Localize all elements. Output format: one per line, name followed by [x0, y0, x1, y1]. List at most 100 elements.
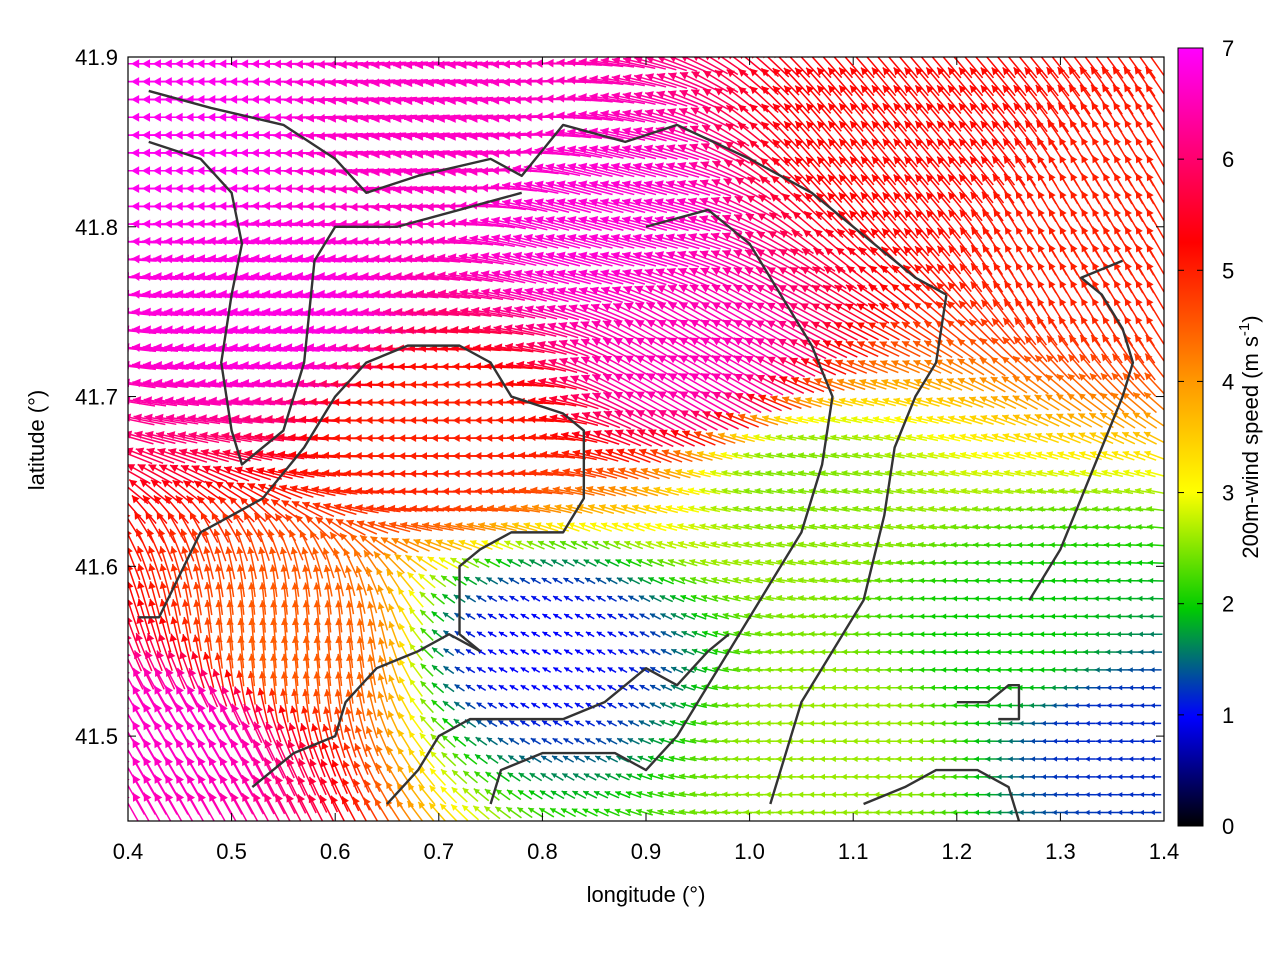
wind-vector-head — [305, 149, 315, 159]
wind-vector-head — [213, 465, 222, 474]
wind-vector-head — [254, 432, 263, 441]
wind-vector-head — [280, 636, 289, 644]
wind-vector-head — [208, 378, 217, 388]
wind-vector-head — [726, 69, 736, 78]
wind-vector-head — [420, 452, 428, 460]
wind-vector-head — [109, 202, 117, 211]
wind-vector-head — [110, 308, 118, 317]
wind-vector-head — [165, 739, 173, 749]
wind-vector-head — [556, 111, 565, 121]
wind-vector-head — [305, 184, 314, 194]
wind-vector-head — [338, 114, 347, 123]
wind-vector-head — [276, 433, 285, 442]
wind-vector-head — [398, 452, 406, 460]
wind-vector-head — [197, 703, 206, 713]
wind-vector-head — [409, 714, 416, 721]
wind-vector-head — [283, 201, 293, 211]
wind-vector-head — [732, 684, 739, 691]
wind-vector-head — [291, 636, 300, 644]
wind-vector-head — [517, 433, 526, 442]
wind-vector-head — [272, 218, 282, 228]
wind-vector-head — [253, 739, 262, 749]
wind-vector-head — [228, 148, 238, 158]
wind-vector-head — [272, 201, 282, 211]
wind-vector-head — [480, 60, 489, 69]
wind-vector-head — [218, 201, 227, 211]
wind-vector-head — [305, 201, 314, 211]
wind-vector-head — [743, 809, 750, 816]
wind-vector-head — [114, 447, 122, 455]
wind-vector-head — [261, 254, 271, 263]
wind-vector-head — [523, 77, 532, 87]
wind-vector-head — [157, 447, 166, 456]
wind-vector-head — [131, 237, 140, 246]
wind-vector-head — [197, 378, 206, 388]
wind-vector-head — [512, 95, 521, 105]
wind-vector-head — [283, 131, 292, 140]
wind-vector-head — [700, 809, 707, 816]
wind-vector-head — [327, 78, 336, 87]
wind-vector-head — [196, 77, 205, 87]
wind-vector-head — [229, 77, 238, 87]
wind-vector-head — [420, 469, 428, 478]
wind-vector-head — [425, 236, 435, 246]
wind-vector-head — [251, 271, 260, 281]
wind-vector-head — [229, 361, 238, 370]
wind-vector-head — [251, 307, 260, 317]
wind-vector-head — [330, 795, 339, 804]
wind-vector-head — [174, 219, 183, 229]
wind-vector-head — [251, 236, 260, 246]
wind-vector-head — [147, 528, 155, 537]
wind-vector-head — [377, 673, 385, 681]
wind-vector-head — [268, 546, 277, 555]
wind-vector-head — [743, 791, 750, 798]
wind-vector-head — [163, 77, 172, 87]
wind-vector-head — [743, 755, 749, 762]
wind-vector-head — [754, 773, 760, 780]
wind-vector-head — [473, 362, 482, 371]
wind-vector-head — [165, 774, 174, 784]
wind-vector-head — [145, 511, 153, 520]
wind-vector-head — [131, 495, 140, 504]
wind-vector-head — [501, 77, 511, 87]
wind-vector-head — [732, 809, 739, 816]
wind-vector-head — [133, 413, 142, 422]
wind-vector-head — [496, 434, 504, 442]
wind-vector-head — [196, 59, 205, 69]
wind-vector-head — [447, 218, 456, 228]
wind-vector-head — [272, 325, 282, 335]
wind-vector-head — [219, 739, 228, 749]
wind-vector-head — [270, 636, 278, 644]
wind-vector-head — [463, 380, 471, 389]
wind-vector-head — [180, 465, 190, 473]
wind-vector-head — [316, 219, 325, 229]
wind-vector-head — [419, 362, 427, 371]
wind-vector-head — [247, 564, 256, 572]
wind-vector-head — [200, 668, 209, 678]
wind-vector-head — [208, 396, 217, 406]
wind-vector-head — [154, 774, 163, 784]
wind-vector-head — [322, 724, 330, 732]
wind-vector-head — [474, 452, 482, 460]
wind-vector-head — [153, 307, 162, 317]
wind-vector-head — [409, 696, 416, 704]
wind-vector-head — [128, 378, 130, 388]
wind-vector-head — [330, 380, 339, 389]
wind-vector-head — [409, 469, 417, 478]
wind-vector-head — [200, 511, 208, 520]
wind-vector-head — [221, 686, 230, 695]
wind-vector-head — [299, 530, 307, 539]
wind-vector-head — [182, 599, 190, 607]
wind-vector-head — [207, 361, 217, 370]
wind-vector-head — [296, 379, 305, 388]
wind-vector-head — [170, 563, 178, 572]
wind-vector-head — [321, 741, 329, 750]
wind-vector-head — [294, 149, 304, 158]
wind-vector-head — [495, 398, 504, 407]
wind-vector-head — [545, 111, 554, 121]
wind-vector-shaft — [128, 657, 144, 690]
wind-vector-head — [311, 723, 319, 732]
wind-vector-head — [405, 555, 413, 562]
wind-vector-head — [207, 307, 217, 317]
wind-vector-head — [728, 57, 732, 60]
